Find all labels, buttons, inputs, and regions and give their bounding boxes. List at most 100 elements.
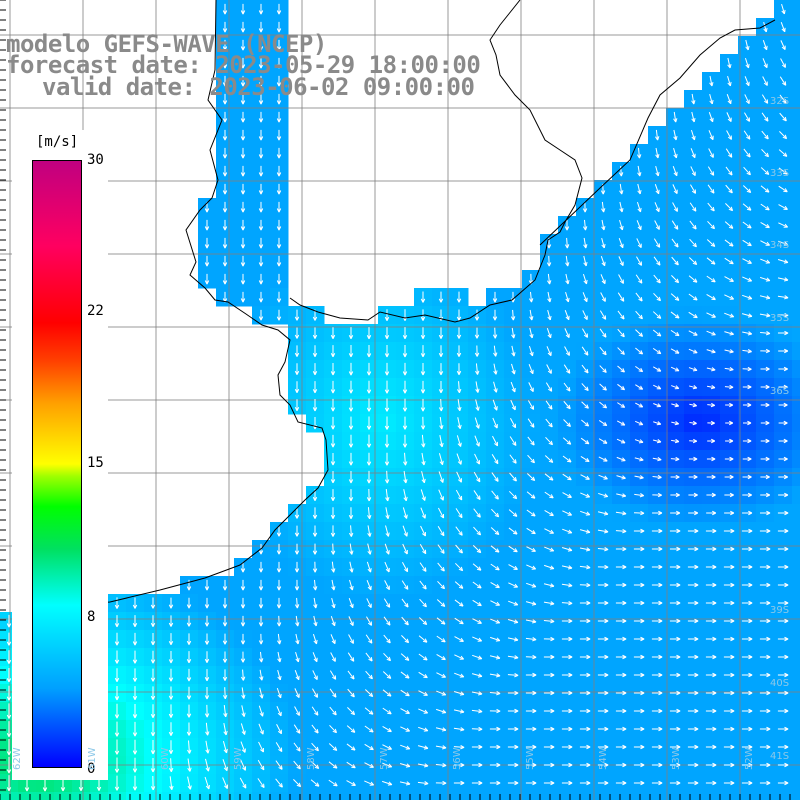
wind-arrow (742, 402, 752, 408)
wind-arrow (727, 75, 732, 87)
wind-arrow (276, 219, 282, 231)
wind-arrow (366, 380, 372, 394)
wind-arrow (366, 416, 372, 430)
wind-arrow (778, 167, 788, 175)
wind-arrow (330, 471, 336, 484)
wind-arrow (599, 365, 607, 373)
wind-arrow (777, 295, 789, 300)
wind-speed-cell (792, 558, 800, 577)
wind-arrow (779, 131, 788, 140)
wind-arrow (706, 349, 716, 354)
wind-speed-cell (792, 306, 800, 325)
wind-arrow (366, 434, 372, 448)
wind-arrow (330, 416, 336, 430)
wind-speed-cell (792, 720, 800, 739)
wind-arrow (690, 184, 697, 194)
wind-arrow (545, 418, 553, 428)
wind-speed-cell (450, 792, 469, 800)
wind-arrow (491, 472, 499, 482)
wind-speed-cell (234, 792, 253, 800)
wind-arrow (492, 417, 498, 429)
wind-arrow (689, 402, 697, 408)
wind-arrow (527, 400, 535, 410)
wind-arrow (777, 277, 789, 282)
wind-arrow (384, 416, 390, 430)
wind-arrow (654, 220, 660, 230)
wind-arrow (615, 511, 627, 516)
wind-arrow (456, 381, 462, 394)
wind-arrow (724, 257, 734, 265)
wind-arrow (582, 292, 588, 303)
wind-arrow (654, 184, 660, 195)
wind-arrow (760, 492, 771, 498)
wind-speed-cell (792, 504, 800, 523)
wind-arrow (545, 436, 553, 446)
wind-speed-cell (576, 792, 595, 800)
wind-speed-cell (792, 180, 800, 199)
wind-arrow (706, 275, 716, 283)
wind-arrow (636, 147, 642, 159)
wind-arrow (777, 330, 789, 336)
wind-arrow (240, 93, 246, 105)
wind-arrow (348, 398, 354, 412)
wind-arrow (294, 399, 300, 412)
wind-arrow (276, 93, 282, 105)
wind-arrow (688, 275, 698, 283)
wind-arrow (222, 57, 228, 69)
wind-arrow (438, 363, 444, 376)
wind-arrow (688, 330, 698, 336)
wind-arrow (563, 382, 571, 392)
wind-arrow (455, 489, 463, 501)
wind-arrow (670, 474, 680, 480)
wind-arrow (385, 525, 390, 537)
wind-arrow (759, 313, 771, 318)
wind-arrow (240, 21, 246, 33)
wind-arrow (619, 219, 624, 231)
wind-arrow (456, 435, 462, 447)
wind-speed-cell (198, 792, 217, 800)
wind-arrow (619, 183, 624, 195)
wind-arrow (402, 507, 408, 519)
wind-arrow (473, 471, 481, 483)
wind-arrow (634, 420, 644, 426)
wind-speed-cell (630, 792, 649, 800)
wind-arrow (688, 293, 698, 301)
wind-arrow (707, 166, 715, 176)
wind-arrow (258, 21, 264, 33)
wind-arrow (240, 3, 246, 15)
wind-speed-cell (360, 792, 379, 800)
wind-arrow (652, 366, 662, 372)
wind-arrow (544, 473, 554, 481)
longitude-label: 56W (452, 747, 463, 770)
wind-speed-cell (270, 792, 289, 800)
wind-arrow (634, 493, 645, 498)
wind-arrow (689, 238, 697, 248)
wind-arrow (636, 201, 642, 213)
wind-arrow (616, 420, 626, 426)
wind-arrow (777, 259, 789, 264)
wind-speed-cell (414, 792, 433, 800)
wind-arrow (670, 293, 680, 301)
wind-arrow (456, 309, 462, 321)
wind-arrow (564, 237, 570, 249)
wind-arrow (763, 21, 768, 33)
wind-arrow (258, 201, 264, 213)
wind-arrow (691, 93, 696, 105)
wind-arrow (760, 167, 770, 175)
wind-speed-cell (792, 774, 800, 793)
wind-arrow (276, 129, 282, 141)
wind-arrow (672, 202, 678, 212)
wind-arrow (473, 526, 482, 536)
longitude-label: 61W (87, 747, 98, 770)
wind-arrow (762, 40, 768, 51)
wind-arrow (762, 76, 768, 86)
wind-speed-cell (792, 108, 800, 127)
wind-arrow (598, 492, 609, 498)
wind-speed-cell (720, 792, 739, 800)
wind-arrow (688, 367, 698, 372)
wind-arrow (276, 525, 282, 537)
wind-arrow (456, 345, 462, 357)
wind-speed-cell (792, 252, 800, 271)
wind-arrow (312, 327, 318, 339)
wind-speed-cell (792, 234, 800, 253)
